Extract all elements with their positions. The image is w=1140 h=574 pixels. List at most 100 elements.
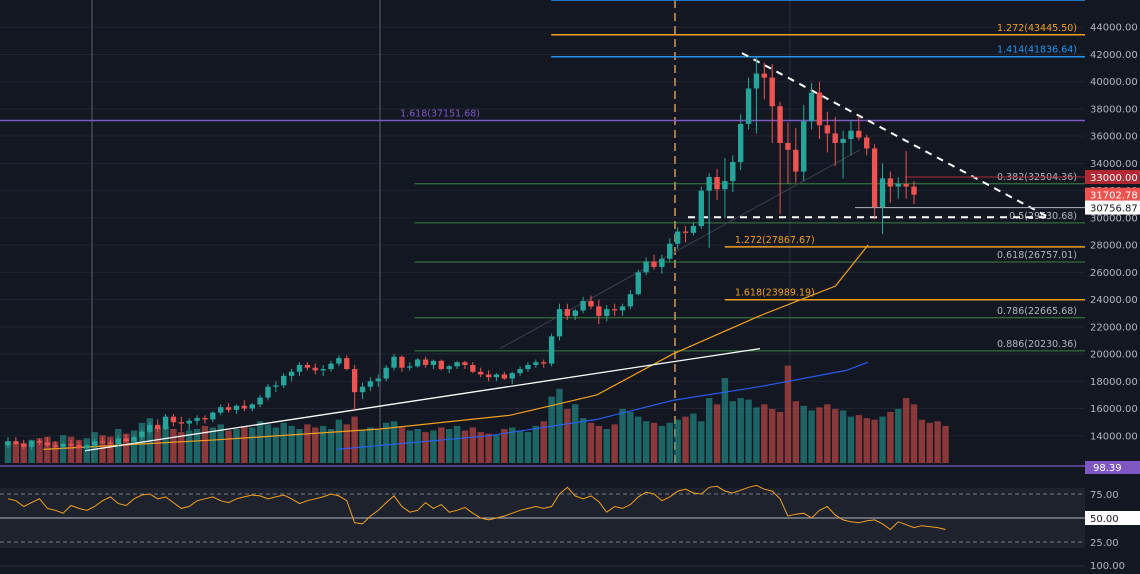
volume-bar [698,421,705,463]
fib-level-label: 1.618(23989.19) [735,288,815,299]
price-axis-tick-label: 22000.00 [1090,322,1138,333]
volume-bar [871,419,878,463]
candle-body [588,300,594,307]
volume-bar [445,429,453,463]
candle-body [367,381,374,387]
candle-body [509,373,515,379]
volume-bar [729,401,736,463]
candle-body [706,177,712,191]
volume-bar [390,421,398,463]
candle-body [336,358,342,364]
volume-bar [658,425,666,463]
candle-body [682,231,689,233]
volume-bar [186,430,193,463]
candle-body [13,441,19,444]
volume-bar [469,427,477,463]
volume-bar [398,427,406,463]
candle-body [737,123,744,163]
price-axis-tick-label: 24000.00 [1090,295,1138,306]
candle-body [619,306,626,311]
volume-bar [635,416,642,463]
candle-body [761,73,767,78]
candle-body [651,261,657,267]
candle-body [68,443,74,446]
candle-body [572,310,578,316]
price-tag [1085,187,1140,202]
candle-body [60,443,66,447]
candle-body [383,367,389,379]
volume-bar [351,416,358,463]
candle-body [446,366,452,370]
price-tag [1085,170,1140,185]
candle-body [470,364,476,372]
candle-body [123,438,129,442]
volume-bar [587,422,595,463]
candle-body [879,178,886,207]
volume-bar [540,421,547,463]
candle-body [288,371,295,376]
volume-bar [193,429,201,463]
candle-body [454,362,460,367]
volume-bar [808,410,815,463]
rsi-mid-tag [1085,511,1140,525]
volume-bar [627,412,634,463]
candle-body [674,231,681,244]
candle-body [611,309,618,311]
volume-bar [690,413,697,463]
volume-bar [942,425,949,463]
volume-bar [319,425,327,463]
candle-body [391,356,397,368]
rsi-current-tag [1085,461,1140,474]
volume-bar [367,427,374,463]
candle-body [320,369,326,371]
volume-bar [800,405,807,463]
volume-bar [312,427,319,463]
candle-body [218,407,224,413]
price-axis-tick-label: 34000.00 [1090,159,1138,170]
candle-body [99,441,106,443]
candle-body [328,363,334,370]
candle-body [233,405,240,410]
candle-body [312,367,318,371]
volume-bar [548,396,555,463]
volume-bar [327,429,335,463]
candle-body [659,258,665,267]
candle-body [359,386,366,393]
volume-bar [75,439,83,463]
candle-body [730,162,736,182]
volume-bar [572,404,579,463]
volume-bar [516,430,524,463]
candle-body [604,309,610,316]
candle-body [21,443,27,447]
candle-body [84,445,90,449]
volume-bar [162,425,169,463]
candle-body [596,306,602,316]
volume-bar [666,422,673,463]
candle-body [635,272,641,295]
price-tag-label: 31702.78 [1090,191,1138,202]
candle-body [690,226,697,233]
candle-body [296,364,303,372]
volume-bar [792,401,800,463]
volume-bar [642,421,650,463]
volume-bar [863,418,870,463]
candle-body [147,424,153,432]
candle-body [722,181,728,190]
volume-bar [761,404,768,463]
volume-bar [603,429,610,463]
volume-bar [122,433,130,463]
price-axis-tick-label: 40000.00 [1090,77,1138,88]
candle-body [430,360,437,365]
volume-bar [776,412,784,463]
volume-bar [201,425,209,463]
lower-pane-axis-label: 100.00 [1090,561,1125,570]
volume-bar [926,422,933,463]
fib-level-label: 0.618(26757.01) [997,250,1077,261]
candle-body [202,418,208,420]
volume-bar [28,439,35,463]
volume-bar [895,408,902,463]
volume-bar [595,425,603,463]
